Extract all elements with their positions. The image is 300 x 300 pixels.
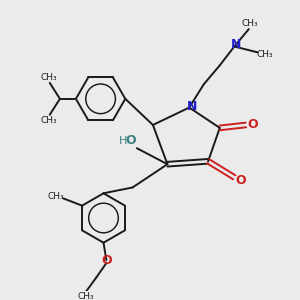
Text: O: O — [247, 118, 258, 131]
Text: H: H — [119, 136, 128, 146]
Text: O: O — [101, 254, 112, 267]
Text: CH₃: CH₃ — [48, 192, 64, 201]
Text: N: N — [231, 38, 241, 51]
Text: CH₃: CH₃ — [241, 19, 258, 28]
Text: N: N — [186, 100, 197, 112]
Text: CH₃: CH₃ — [78, 292, 94, 300]
Text: CH₃: CH₃ — [41, 73, 58, 82]
Text: CH₃: CH₃ — [256, 50, 273, 59]
Text: O: O — [126, 134, 136, 148]
Text: CH₃: CH₃ — [41, 116, 58, 125]
Text: O: O — [236, 174, 246, 187]
